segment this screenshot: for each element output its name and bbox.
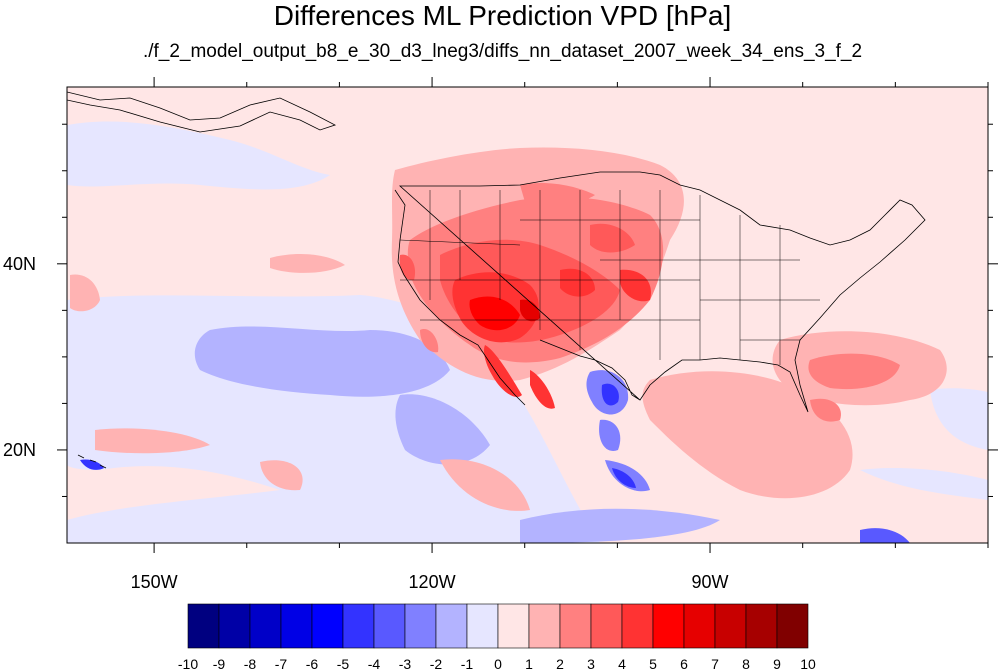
lon-tick-label: 150W <box>131 572 178 592</box>
colorbar-label: 0 <box>494 656 502 672</box>
colorbar-label: 3 <box>587 656 595 672</box>
map-title: Differences ML Prediction VPD [hPa] <box>273 0 732 31</box>
colorbar-swatch <box>466 603 499 649</box>
colorbar-swatch <box>559 603 592 649</box>
colorbar-label: 7 <box>711 656 719 672</box>
colorbar-swatch <box>218 603 251 649</box>
colorbar-label: 4 <box>618 656 626 672</box>
colorbar-swatch <box>497 603 530 649</box>
colorbar-swatch <box>404 603 437 649</box>
colorbar-label: 10 <box>800 656 816 672</box>
colorbar-swatch <box>714 603 747 649</box>
colorbar-swatch <box>590 603 623 649</box>
axis-tick-labels: 150W 120W 90W 40N 20N <box>3 254 729 592</box>
colorbar-label: -9 <box>213 656 226 672</box>
colorbar-label: -10 <box>178 656 198 672</box>
colorbar-swatch <box>745 603 778 649</box>
map-subtitle: ./f_2_model_output_b8_e_30_d3_lneg3/diff… <box>142 41 863 62</box>
colorbar-swatch <box>311 603 344 649</box>
colorbar-swatch <box>342 603 375 649</box>
positive-anomaly-regions <box>70 147 947 511</box>
axis-ticks <box>57 77 998 553</box>
colorbar-label: -5 <box>337 656 350 672</box>
colorbar-swatch <box>528 603 561 649</box>
colorbar-labels: -10 -9 -8 -7 -6 -5 -4 -3 -2 -1 0 1 2 3 4 5 6 7 8 9 10 <box>178 656 816 672</box>
lon-tick-label: 120W <box>409 572 456 592</box>
colorbar-label: 8 <box>742 656 750 672</box>
us-state-borders <box>399 190 820 365</box>
colorbar-swatch <box>683 603 716 649</box>
colorbar-swatch <box>652 603 685 649</box>
colorbar-label: -3 <box>399 656 412 672</box>
colorbar-label: -7 <box>275 656 288 672</box>
lon-tick-label: 90W <box>692 572 729 592</box>
colorbar-swatch <box>373 603 406 649</box>
colorbar-swatch <box>249 603 282 649</box>
lat-tick-label: 40N <box>3 254 36 274</box>
coastlines-and-borders <box>67 91 926 469</box>
colorbar <box>187 603 809 649</box>
colorbar-label: -2 <box>430 656 443 672</box>
colorbar-swatch <box>280 603 313 649</box>
colorbar-label: 6 <box>680 656 688 672</box>
contour-field <box>67 121 988 543</box>
colorbar-swatch <box>776 603 809 649</box>
colorbar-label: 1 <box>525 656 533 672</box>
colorbar-label: -8 <box>244 656 257 672</box>
colorbar-label: -1 <box>461 656 474 672</box>
colorbar-label: 5 <box>649 656 657 672</box>
colorbar-label: -4 <box>368 656 381 672</box>
colorbar-label: 2 <box>556 656 564 672</box>
colorbar-label: -6 <box>306 656 319 672</box>
colorbar-swatch <box>187 603 220 649</box>
colorbar-swatch <box>435 603 468 649</box>
alaska-coast <box>67 91 337 133</box>
colorbar-label: 9 <box>773 656 781 672</box>
colorbar-swatch <box>621 603 654 649</box>
hawaii-outline <box>77 454 107 469</box>
plot-frame <box>66 86 989 544</box>
lat-tick-label: 20N <box>3 440 36 460</box>
